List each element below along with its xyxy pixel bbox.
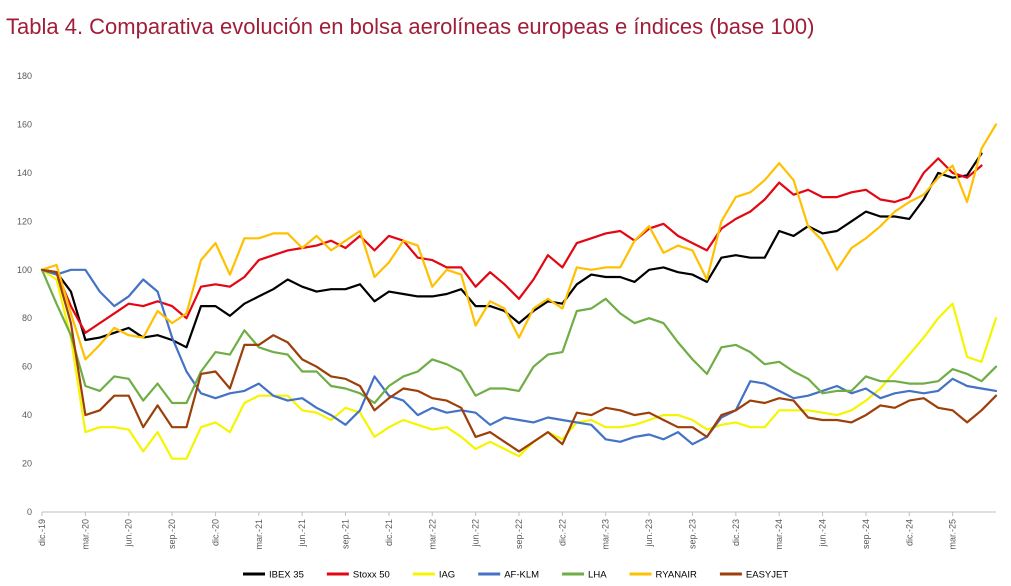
y-tick-label: 100 [17, 265, 32, 275]
series-line-iag [40, 268, 998, 460]
x-tick-label: dic.-21 [384, 519, 394, 546]
x-tick-label: jun.-22 [471, 519, 481, 548]
x-tick-label: mar.-24 [774, 519, 784, 550]
legend-label: LHA [588, 570, 607, 581]
x-tick-label: dic.-24 [904, 519, 914, 546]
chart-title: Tabla 4. Comparativa evolución en bolsa … [6, 14, 815, 39]
x-tick-label: mar.-25 [948, 519, 958, 550]
legend-label: IAG [439, 570, 455, 581]
x-tick-label: mar.-22 [427, 519, 437, 550]
y-tick-label: 140 [17, 168, 32, 178]
series-line-lha [40, 268, 998, 405]
x-tick-label: sep.-21 [341, 519, 351, 549]
y-tick-label: 20 [22, 459, 32, 469]
y-tick-label: 60 [22, 362, 32, 372]
x-tick-label: mar.-21 [254, 519, 264, 550]
y-tick-label: 80 [22, 313, 32, 323]
x-tick-label: jun.-20 [124, 519, 134, 548]
x-tick-label: jun.-24 [818, 519, 828, 548]
x-tick-label: sep.-20 [167, 519, 177, 549]
legend-label: AF-KLM [504, 570, 539, 581]
y-tick-label: 180 [17, 71, 32, 81]
x-tick-label: sep.-23 [687, 519, 697, 549]
x-tick-label: jun.-21 [297, 519, 307, 548]
series-line-ibex-35 [40, 152, 983, 349]
x-tick-label: dic.-20 [210, 519, 220, 546]
x-tick-label: dic.-19 [37, 519, 47, 546]
y-tick-label: 0 [27, 507, 32, 517]
legend-label: EASYJET [746, 570, 788, 581]
legend: IBEX 35 Stoxx 50 IAG AF-KLM LHA RYANAIR EASYJE… [243, 570, 788, 581]
y-axis: 0 20 40 60 80 100 120 140 160 180 [17, 71, 32, 517]
x-tick-label: jun.-23 [644, 519, 654, 548]
x-tick-label: sep.-22 [514, 519, 524, 549]
series-line-stoxx-50 [40, 157, 983, 334]
y-tick-label: 160 [17, 119, 32, 129]
legend-label: IBEX 35 [269, 570, 304, 581]
series-line-af-klm [40, 268, 998, 446]
y-tick-label: 40 [22, 410, 32, 420]
x-tick-label: dic.-23 [731, 519, 741, 546]
series-line-easyjet [40, 268, 998, 453]
x-axis: dic.-19 mar.-20 jun.-20 sep.-20 dic.-20 mar.-… [37, 511, 996, 550]
x-tick-label: sep.-24 [861, 519, 871, 549]
y-tick-label: 120 [17, 216, 32, 226]
series-line-ryanair [40, 123, 998, 361]
x-tick-label: dic.-22 [557, 519, 567, 546]
legend-label: Stoxx 50 [353, 570, 390, 581]
legend-label: RYANAIR [656, 570, 697, 581]
x-tick-label: mar.-23 [601, 519, 611, 550]
x-tick-label: mar.-20 [80, 519, 90, 550]
series-lines [40, 123, 998, 460]
